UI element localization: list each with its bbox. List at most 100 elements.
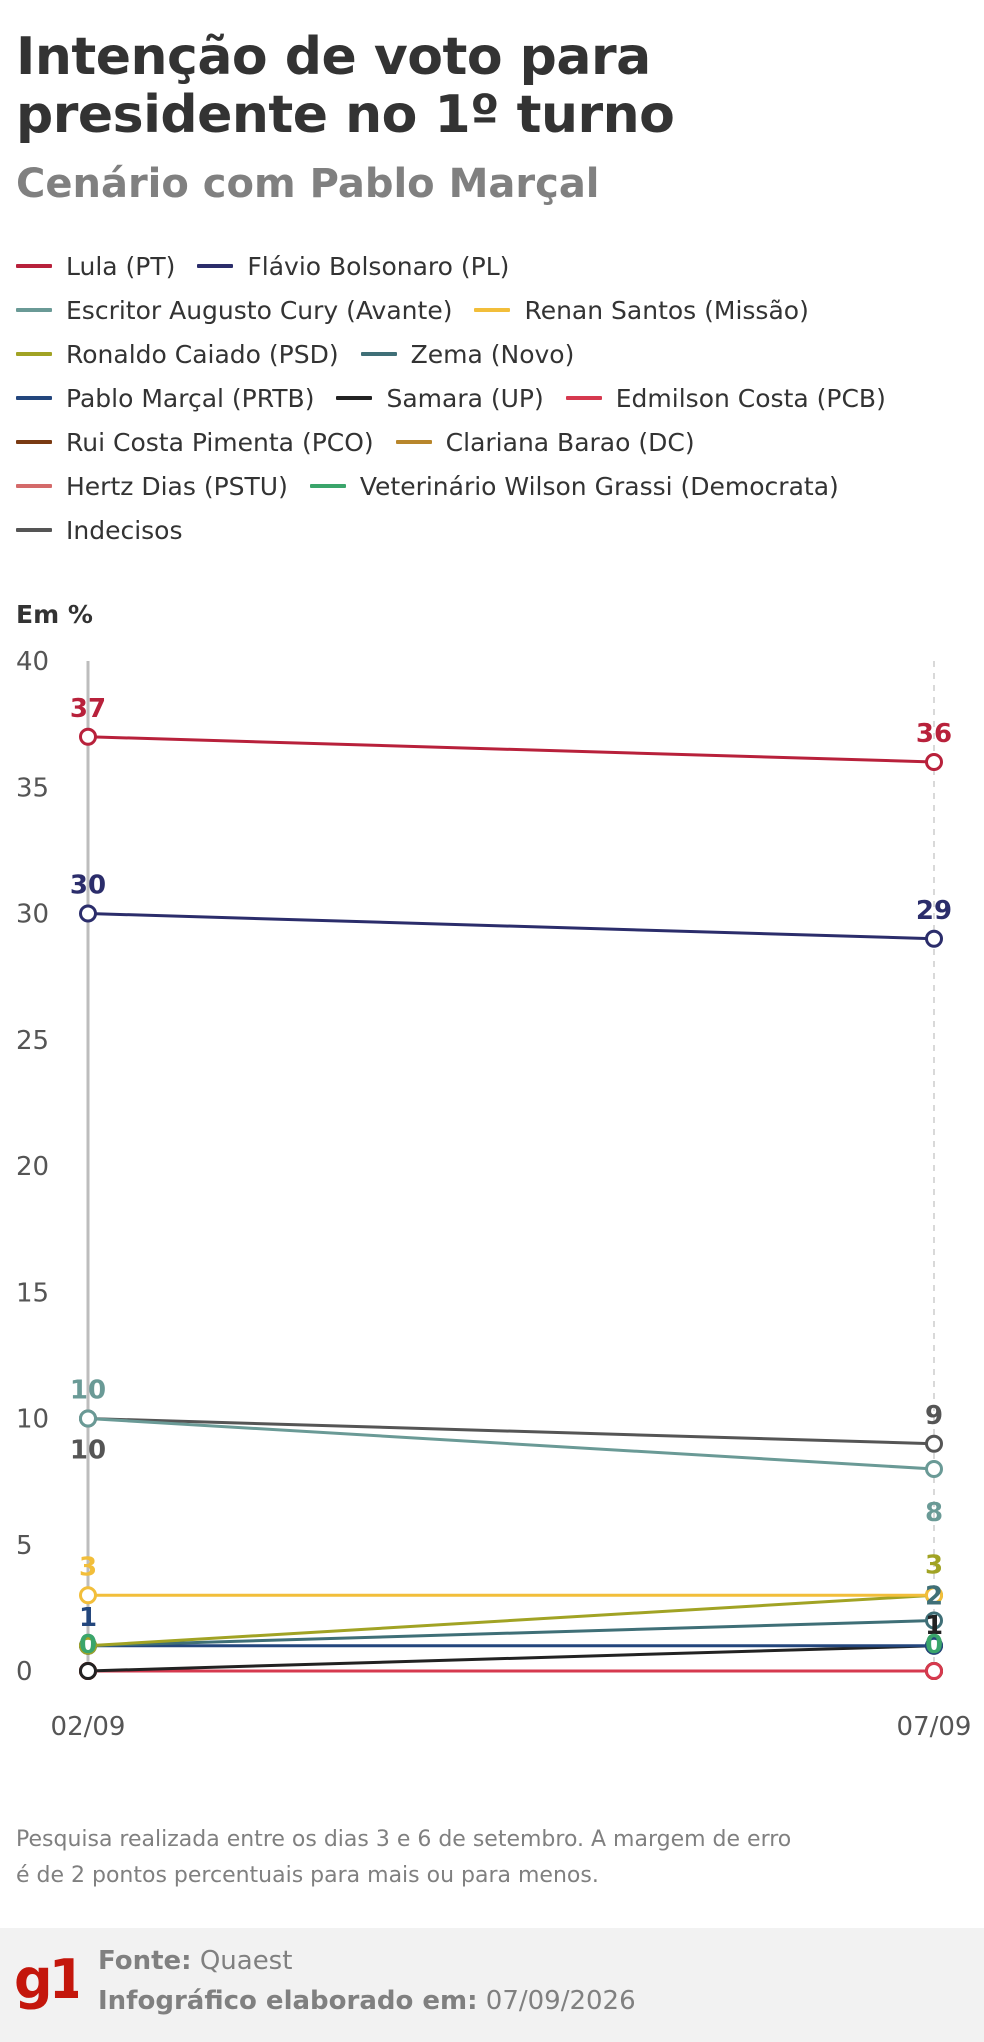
legend-swatch bbox=[474, 308, 511, 312]
x-tick-label: 02/09 bbox=[51, 1712, 126, 1742]
source-line: Fonte: Quaest bbox=[98, 1946, 292, 1976]
data-point bbox=[925, 753, 943, 771]
chart-subtitle: Cenário com Pablo Marçal bbox=[16, 161, 600, 207]
series-line bbox=[87, 735, 935, 764]
legend-label: Edmilson Costa (PCB) bbox=[615, 383, 886, 413]
legend-label: Flávio Bolsonaro (PL) bbox=[247, 251, 510, 281]
y-tick-label: 20 bbox=[16, 1152, 49, 1182]
data-point bbox=[79, 1409, 97, 1428]
y-tick-label: 10 bbox=[16, 1405, 49, 1435]
data-label: 36 bbox=[916, 719, 952, 749]
legend-label: Renan Santos (Missão) bbox=[524, 295, 809, 325]
y-tick-label: 25 bbox=[16, 1026, 49, 1056]
legend-label: Clariana Barao (DC) bbox=[445, 427, 695, 457]
legend-item-renan-santos: Renan Santos (Missão) bbox=[474, 295, 809, 325]
legend-row: Lula (PT) Flávio Bolsonaro (PL) bbox=[16, 244, 976, 288]
legend-label: Ronaldo Caiado (PSD) bbox=[66, 339, 339, 369]
legend-item-samara: Samara (UP) bbox=[336, 383, 544, 413]
legend-label: Samara (UP) bbox=[386, 383, 544, 413]
legend-label: Hertz Dias (PSTU) bbox=[66, 471, 288, 501]
data-label: 1 bbox=[925, 1611, 943, 1641]
data-label: 8 bbox=[925, 1498, 943, 1528]
y-tick-label: 15 bbox=[16, 1278, 49, 1308]
series-line bbox=[87, 1417, 935, 1471]
legend-swatch bbox=[16, 440, 52, 444]
legend-item-ronaldo-caiado: Ronaldo Caiado (PSD) bbox=[16, 340, 339, 369]
legend-item-indecisos: Indecisos bbox=[16, 516, 183, 545]
series-line bbox=[87, 912, 935, 941]
chart-title: Intenção de voto para presidente no 1º t… bbox=[16, 27, 675, 145]
data-label: 1 bbox=[79, 1603, 97, 1633]
legend-item-pablo-marcal: Pablo Marçal (PRTB) bbox=[16, 384, 314, 413]
data-point bbox=[79, 904, 97, 923]
legend-item-flavio-bolsonaro: Flávio Bolsonaro (PL) bbox=[197, 252, 509, 281]
data-label: 10 bbox=[70, 1376, 106, 1406]
g1-logo: g1 bbox=[14, 1948, 78, 2011]
legend-label: Rui Costa Pimenta (PCO) bbox=[66, 427, 374, 457]
legend-label: Pablo Marçal (PRTB) bbox=[66, 383, 315, 413]
data-point bbox=[925, 1460, 943, 1478]
g1-logo-text: g1 bbox=[14, 1948, 78, 2011]
series-markers bbox=[79, 727, 943, 1680]
data-label: 0 bbox=[79, 1630, 97, 1660]
legend-item-augusto-cury: Escritor Augusto Cury (Avante) bbox=[16, 296, 452, 325]
series-line bbox=[87, 1619, 935, 1648]
series-line bbox=[87, 1644, 935, 1673]
legend-row: Escritor Augusto Cury (Avante) Renan San… bbox=[16, 288, 976, 332]
y-tick-label: 5 bbox=[16, 1531, 33, 1561]
legend-swatch bbox=[16, 528, 52, 532]
data-point bbox=[79, 1586, 97, 1605]
data-point bbox=[79, 1636, 97, 1655]
y-axis-ticks: 0 5 10 15 20 25 30 35 40 bbox=[16, 647, 49, 1687]
chart-axes bbox=[86, 661, 935, 1671]
made-line: Infográfico elaborado em: 07/09/2026 bbox=[98, 1986, 636, 2016]
legend-label: Escritor Augusto Cury (Avante) bbox=[66, 295, 453, 325]
made-label: Infográfico elaborado em: bbox=[98, 1986, 478, 2016]
data-point bbox=[925, 929, 943, 948]
series-line bbox=[87, 1417, 935, 1446]
data-point bbox=[79, 727, 97, 746]
legend-row: Pablo Marçal (PRTB) Samara (UP) Edmilson… bbox=[16, 376, 976, 420]
legend-item-edmilson-costa: Edmilson Costa (PCB) bbox=[565, 383, 886, 413]
legend-swatch bbox=[565, 396, 602, 400]
legend-swatch bbox=[336, 396, 373, 400]
data-point bbox=[925, 1586, 943, 1605]
legend-swatch bbox=[395, 440, 432, 444]
data-label: 2 bbox=[925, 1582, 943, 1612]
footnote: Pesquisa realizada entre os dias 3 e 6 d… bbox=[16, 1827, 792, 1888]
legend-swatch bbox=[16, 264, 52, 268]
data-label: 3 bbox=[925, 1550, 943, 1580]
legend-row: Hertz Dias (PSTU) Veterinário Wilson Gra… bbox=[16, 464, 976, 508]
legend-label: Lula (PT) bbox=[66, 251, 176, 281]
legend: Lula (PT) Flávio Bolsonaro (PL) Escritor… bbox=[16, 244, 976, 552]
y-tick-label: 30 bbox=[16, 900, 49, 930]
legend-row: Ronaldo Caiado (PSD) Zema (Novo) bbox=[16, 332, 976, 376]
legend-label: Zema (Novo) bbox=[410, 339, 575, 369]
data-label: 30 bbox=[70, 871, 106, 901]
legend-label: Indecisos bbox=[66, 515, 183, 545]
data-label: 3 bbox=[79, 1552, 97, 1582]
source-label: Fonte: bbox=[98, 1946, 192, 1976]
unit-label: Em % bbox=[16, 600, 93, 629]
data-label: 10 bbox=[70, 1436, 106, 1466]
y-tick-label: 40 bbox=[16, 647, 49, 677]
footer: g1 Fonte: Quaest Infográfico elaborado e… bbox=[0, 1928, 984, 2042]
made-value: 07/09/2026 bbox=[485, 1986, 636, 2016]
x-axis-ticks: 02/09 07/09 bbox=[51, 1712, 972, 1742]
legend-item-wilson-grassi: Veterinário Wilson Grassi (Democrata) bbox=[309, 472, 839, 501]
legend-item-zema: Zema (Novo) bbox=[360, 339, 575, 369]
x-tick-label: 07/09 bbox=[897, 1712, 972, 1742]
data-label: 29 bbox=[916, 896, 952, 926]
legend-swatch bbox=[16, 308, 52, 312]
data-point bbox=[925, 1636, 943, 1655]
legend-swatch bbox=[197, 264, 234, 268]
legend-swatch bbox=[16, 396, 52, 400]
data-label: 9 bbox=[925, 1401, 943, 1431]
data-label: 37 bbox=[70, 694, 106, 724]
legend-item-lula: Lula (PT) bbox=[16, 252, 175, 281]
data-point bbox=[925, 1662, 943, 1680]
legend-item-hertz-dias: Hertz Dias (PSTU) bbox=[16, 472, 288, 501]
data-point bbox=[925, 1434, 943, 1453]
legend-item-clariana-barao: Clariana Barao (DC) bbox=[395, 427, 695, 457]
